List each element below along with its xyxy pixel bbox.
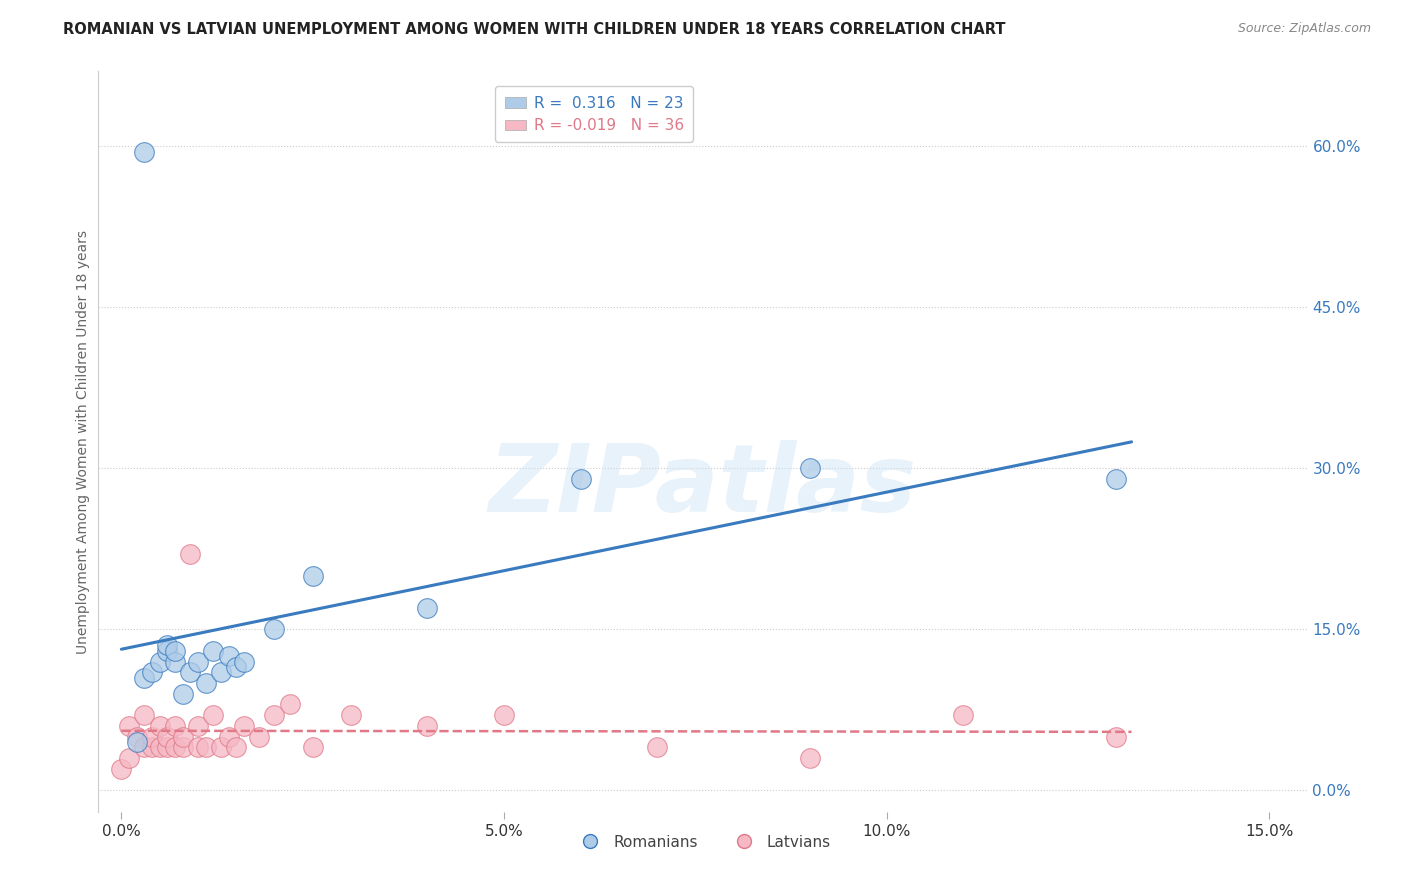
- Point: [225, 660, 247, 674]
- Point: [163, 719, 186, 733]
- Point: [179, 547, 201, 561]
- Point: [187, 740, 209, 755]
- Point: [301, 568, 323, 582]
- Text: Source: ZipAtlas.com: Source: ZipAtlas.com: [1237, 22, 1371, 36]
- Point: [141, 740, 163, 755]
- Point: [156, 730, 179, 744]
- Point: [209, 740, 232, 755]
- Point: [799, 751, 821, 765]
- Point: [232, 655, 254, 669]
- Point: [263, 708, 285, 723]
- Point: [149, 740, 172, 755]
- Point: [118, 719, 141, 733]
- Point: [141, 665, 163, 680]
- Point: [156, 740, 179, 755]
- Y-axis label: Unemployment Among Women with Children Under 18 years: Unemployment Among Women with Children U…: [76, 229, 90, 654]
- Text: ZIPatlas: ZIPatlas: [489, 440, 917, 532]
- Point: [1105, 472, 1128, 486]
- Point: [416, 719, 439, 733]
- Point: [118, 751, 141, 765]
- Point: [202, 644, 225, 658]
- Point: [125, 735, 148, 749]
- Point: [194, 740, 217, 755]
- Point: [247, 730, 270, 744]
- Text: ROMANIAN VS LATVIAN UNEMPLOYMENT AMONG WOMEN WITH CHILDREN UNDER 18 YEARS CORREL: ROMANIAN VS LATVIAN UNEMPLOYMENT AMONG W…: [63, 22, 1005, 37]
- Point: [187, 719, 209, 733]
- Point: [141, 730, 163, 744]
- Point: [163, 655, 186, 669]
- Point: [218, 649, 240, 664]
- Point: [278, 698, 301, 712]
- Point: [156, 639, 179, 653]
- Point: [799, 461, 821, 475]
- Point: [163, 644, 186, 658]
- Point: [194, 676, 217, 690]
- Point: [134, 671, 156, 685]
- Point: [301, 740, 323, 755]
- Point: [172, 740, 194, 755]
- Point: [209, 665, 232, 680]
- Point: [110, 762, 132, 776]
- Point: [134, 708, 156, 723]
- Point: [1105, 730, 1128, 744]
- Point: [569, 472, 592, 486]
- Point: [163, 740, 186, 755]
- Point: [179, 665, 201, 680]
- Point: [149, 719, 172, 733]
- Point: [232, 719, 254, 733]
- Point: [187, 655, 209, 669]
- Point: [225, 740, 247, 755]
- Point: [218, 730, 240, 744]
- Point: [125, 730, 148, 744]
- Point: [263, 623, 285, 637]
- Point: [134, 740, 156, 755]
- Point: [340, 708, 363, 723]
- Point: [645, 740, 668, 755]
- Point: [149, 655, 172, 669]
- Point: [134, 145, 156, 159]
- Point: [492, 708, 515, 723]
- Point: [172, 687, 194, 701]
- Point: [202, 708, 225, 723]
- Legend: Romanians, Latvians: Romanians, Latvians: [569, 829, 837, 856]
- Point: [172, 730, 194, 744]
- Point: [952, 708, 974, 723]
- Point: [416, 600, 439, 615]
- Point: [156, 644, 179, 658]
